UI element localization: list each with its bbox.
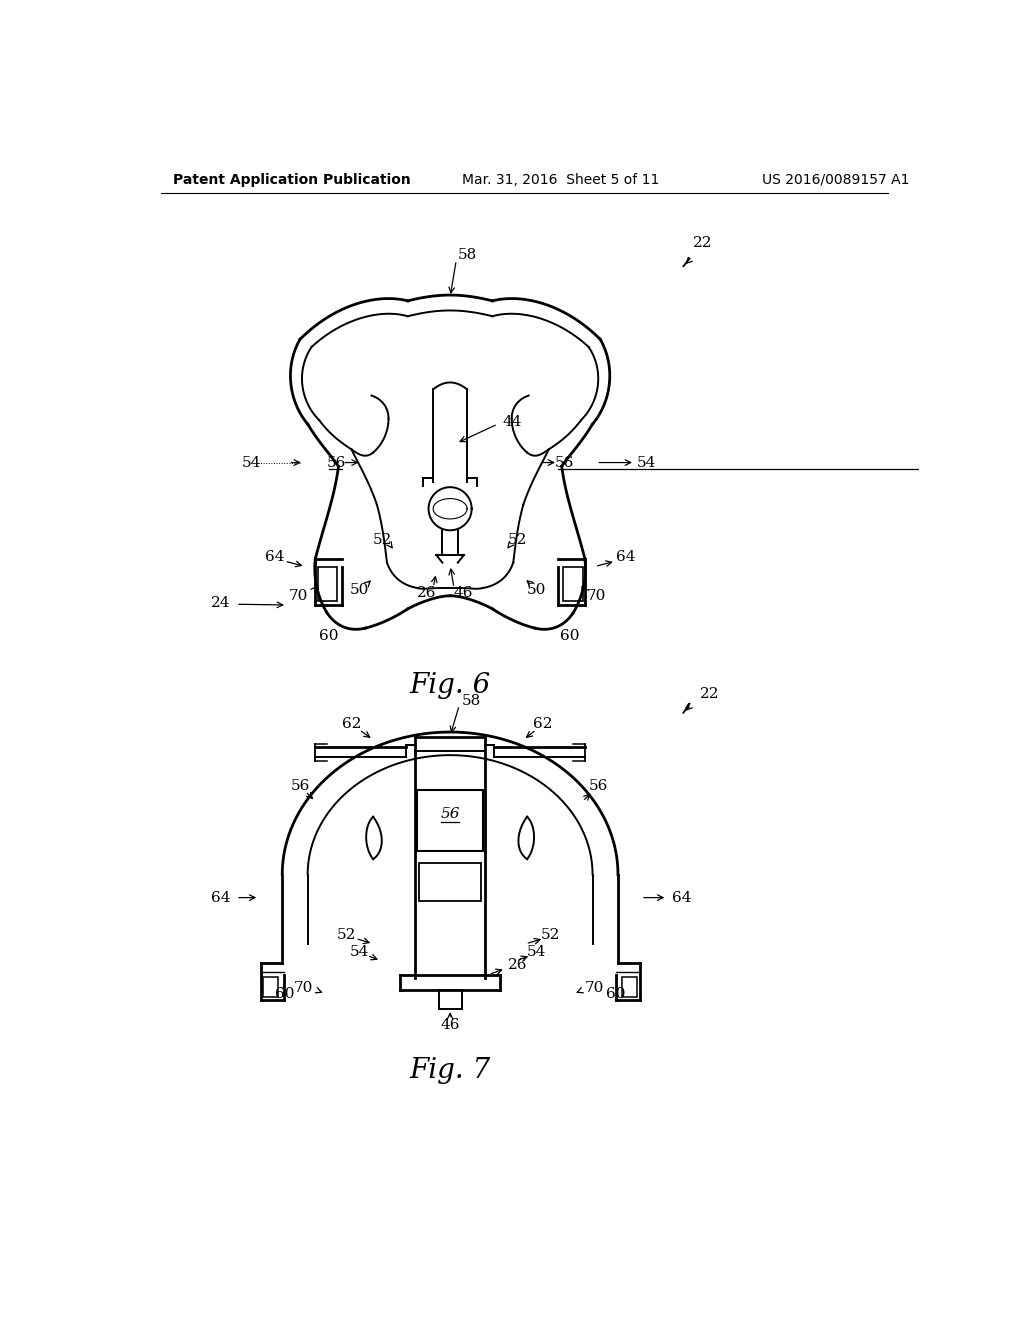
Text: 46: 46 (454, 586, 473, 601)
Text: 60: 60 (560, 628, 580, 643)
Text: 52: 52 (541, 928, 560, 941)
Text: 52: 52 (337, 928, 356, 941)
Text: 58: 58 (458, 248, 477, 261)
Text: 24: 24 (211, 597, 230, 610)
Text: Fig. 7: Fig. 7 (410, 1057, 490, 1084)
Text: 44: 44 (503, 414, 522, 429)
Text: 70: 70 (585, 982, 604, 995)
Text: 64: 64 (211, 891, 230, 904)
Text: 54: 54 (349, 945, 369, 958)
Text: 54: 54 (637, 455, 656, 470)
Text: 56: 56 (440, 808, 460, 821)
Text: 22: 22 (692, 236, 712, 249)
Bar (317, 566, 337, 601)
Text: 58: 58 (462, 694, 481, 709)
Text: 62: 62 (342, 717, 361, 731)
Text: 52: 52 (373, 532, 392, 546)
Text: 46: 46 (440, 1018, 460, 1032)
Text: 60: 60 (318, 628, 338, 643)
Text: 60: 60 (606, 987, 626, 1001)
Text: Fig. 6: Fig. 6 (410, 672, 490, 700)
Bar (563, 566, 583, 601)
Text: Mar. 31, 2016  Sheet 5 of 11: Mar. 31, 2016 Sheet 5 of 11 (462, 173, 659, 187)
Text: 26: 26 (508, 958, 527, 973)
Text: 70: 70 (587, 589, 606, 603)
Text: 56: 56 (588, 779, 607, 793)
Text: 54: 54 (242, 455, 261, 470)
Bar (622, 977, 637, 997)
Text: 50: 50 (526, 582, 546, 597)
Text: 50: 50 (349, 582, 369, 597)
Text: 22: 22 (700, 686, 720, 701)
Text: 64: 64 (672, 891, 691, 904)
Bar (263, 977, 279, 997)
Text: 26: 26 (417, 586, 437, 601)
Text: 54: 54 (526, 945, 546, 958)
Text: 62: 62 (532, 717, 552, 731)
Text: 56: 56 (290, 779, 309, 793)
Text: 52: 52 (508, 532, 527, 546)
Bar (417, 789, 483, 851)
Bar (419, 863, 481, 902)
Text: US 2016/0089157 A1: US 2016/0089157 A1 (762, 173, 909, 187)
Text: 70: 70 (294, 982, 313, 995)
Text: 56: 56 (554, 455, 573, 470)
Text: 60: 60 (274, 987, 294, 1001)
Text: 70: 70 (289, 589, 307, 603)
Text: 56: 56 (327, 455, 346, 470)
Text: Patent Application Publication: Patent Application Publication (173, 173, 411, 187)
Text: 64: 64 (615, 550, 636, 564)
Text: 64: 64 (265, 550, 285, 564)
